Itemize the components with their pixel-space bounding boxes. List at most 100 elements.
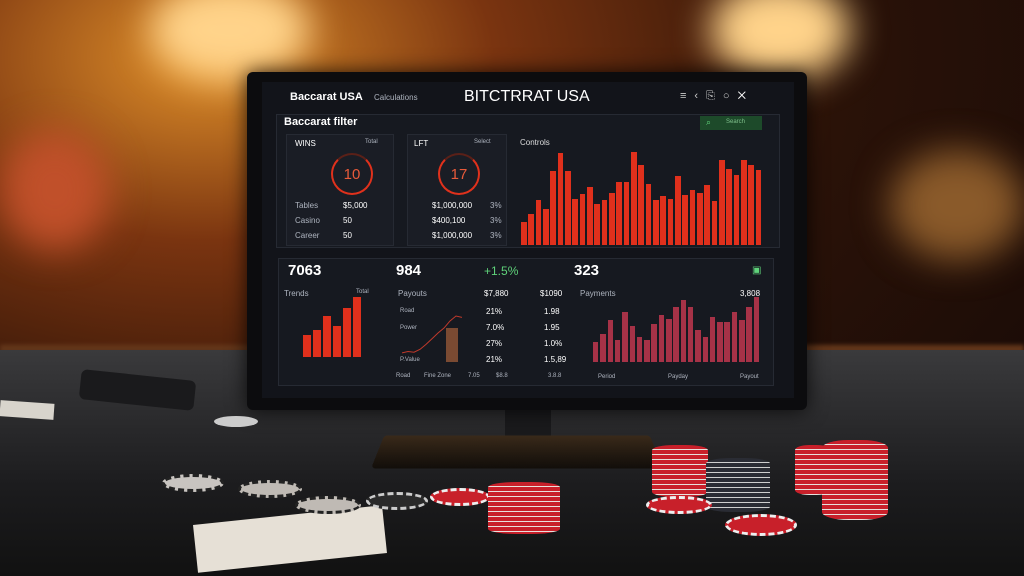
chart-bar — [645, 183, 652, 245]
chip-stack — [488, 482, 560, 534]
monitor-base — [371, 435, 663, 469]
chart-bar — [572, 198, 578, 245]
change-badge: +1.5% — [484, 264, 519, 278]
chart-bar — [675, 175, 681, 245]
left-title: LFT — [414, 139, 429, 148]
chart-bar — [673, 307, 679, 362]
chandelier-light — [150, 0, 310, 80]
share-icon[interactable]: ‹ — [694, 90, 707, 102]
chart-bar — [653, 199, 659, 245]
filter-title: Baccarat filter — [284, 116, 358, 128]
row-pct: 3% — [490, 201, 502, 210]
poker-chip — [646, 496, 712, 514]
chart-bar — [733, 174, 740, 245]
payments-chart — [592, 297, 760, 362]
payouts-head-2: $1090 — [540, 289, 563, 298]
brand-sub: Calculations — [374, 93, 418, 102]
close-icon[interactable]: ✕ — [737, 90, 754, 102]
footer-label: 3.8.8 — [548, 373, 562, 379]
poker-chip — [214, 416, 258, 427]
menu-icon[interactable]: ≡ — [680, 90, 695, 102]
chart-bar — [622, 312, 628, 362]
footer-label: 7.05 — [468, 373, 480, 379]
footer-label: Fine Zone — [424, 373, 452, 379]
chart-bar — [711, 200, 718, 245]
row-label: Tables — [295, 201, 319, 210]
chart-bar — [644, 340, 650, 362]
payouts-title: Payouts — [398, 289, 427, 298]
trends-tag: Total — [356, 289, 369, 295]
chart-bar — [726, 168, 732, 245]
chart-bar — [748, 165, 754, 245]
export-icon[interactable]: ▣ — [752, 265, 762, 276]
chart-bar — [557, 152, 564, 245]
payouts-label: P.Value — [400, 357, 420, 363]
chart-bar — [709, 317, 716, 362]
chart-bar — [702, 337, 709, 362]
chart-bar — [629, 326, 635, 362]
brand: Baccarat USA — [290, 91, 363, 103]
payments-title: Payments — [580, 289, 616, 298]
chart-bar — [535, 199, 542, 245]
chart-bar — [623, 182, 630, 245]
cell: 1.95 — [544, 323, 560, 332]
chart-bar — [731, 312, 738, 362]
chart-bar — [579, 194, 586, 245]
chart-bar — [614, 340, 621, 362]
row-value: 50 — [343, 231, 352, 240]
chart-bar — [724, 322, 730, 362]
payouts-head: $7,880 — [484, 289, 509, 298]
payouts-bar — [446, 328, 458, 362]
chart-bar — [689, 189, 696, 245]
chart-bar — [638, 165, 644, 245]
chart-bar — [704, 184, 710, 245]
poker-chip — [430, 488, 490, 506]
chip-stack — [652, 445, 708, 497]
cell: 1.0% — [544, 339, 563, 348]
row-value: $400,100 — [432, 216, 466, 225]
chart-bar — [565, 170, 571, 245]
trends-chart — [302, 297, 362, 357]
row-label: Casino — [295, 216, 320, 225]
chart-bar — [682, 195, 688, 245]
chart-bar — [333, 326, 341, 357]
footer-label: Payday — [668, 374, 689, 380]
app-title: BITCTRRAT USA — [464, 88, 590, 105]
chart-bar — [609, 193, 615, 245]
search-button[interactable]: ⌕ Search — [700, 116, 762, 130]
row-pct: 3% — [490, 231, 502, 240]
chart-bar — [651, 324, 657, 362]
row-pct: 3% — [490, 216, 502, 225]
dashboard-screen: Baccarat USA Calculations BITCTRRAT USA … — [262, 82, 794, 398]
poker-chip — [725, 514, 797, 536]
controls-chart — [520, 152, 762, 245]
chart-bar — [719, 160, 725, 245]
chart-bar — [303, 335, 311, 357]
wins-dropdown[interactable]: Total — [365, 139, 378, 145]
payouts-line — [402, 315, 462, 354]
chart-bar — [687, 307, 694, 362]
chart-bar — [600, 334, 606, 362]
poker-chip — [366, 492, 428, 510]
chart-bar — [753, 297, 760, 362]
payouts-line-chart — [402, 315, 462, 354]
footer-label: Period — [598, 374, 616, 380]
chart-bar — [667, 198, 674, 245]
toolbar-icons[interactable]: ≡‹⎘○✕ — [680, 90, 754, 103]
stat-1: 7063 — [288, 262, 322, 279]
chart-bar — [343, 307, 351, 357]
cell: 21% — [486, 307, 503, 316]
chat-icon[interactable]: ○ — [722, 90, 738, 102]
chart-bar — [741, 160, 747, 245]
export-icon[interactable]: ⎘ — [706, 90, 723, 102]
poker-chip — [162, 474, 224, 492]
chart-bar — [739, 320, 745, 362]
chart-bar — [631, 152, 637, 245]
left-card: LFT Select 17 $1,000,000 3% $400,100 3% $1… — [407, 134, 507, 246]
left-dropdown[interactable]: Select — [474, 139, 491, 145]
chart-bar — [528, 214, 534, 245]
row-value: $5,000 — [343, 201, 368, 210]
wins-card: WINS Total 10 Tables $5,000 Casino 50 Care… — [286, 134, 394, 246]
chart-bar — [313, 329, 321, 357]
monitor-stand — [505, 408, 551, 440]
